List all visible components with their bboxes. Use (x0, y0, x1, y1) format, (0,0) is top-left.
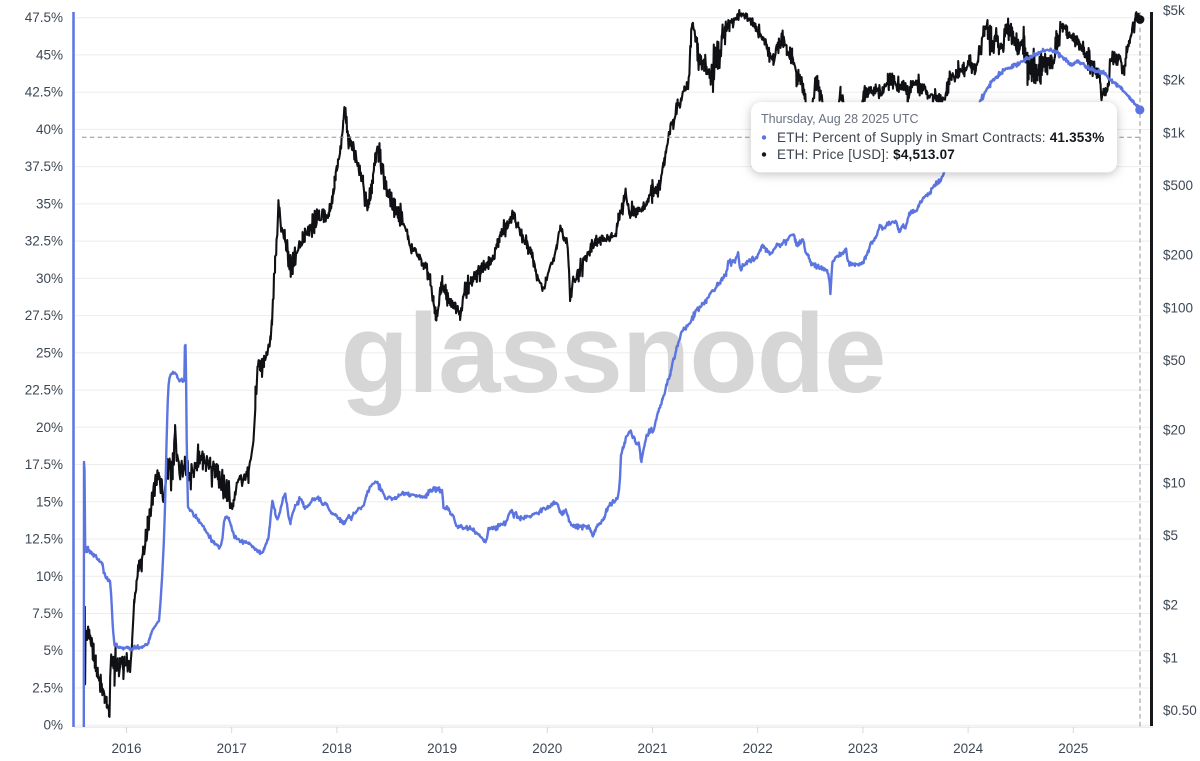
svg-text:7.5%: 7.5% (32, 606, 63, 621)
svg-text:22.5%: 22.5% (25, 383, 63, 398)
svg-text:2017: 2017 (217, 741, 247, 756)
svg-text:35%: 35% (36, 196, 63, 211)
svg-text:0%: 0% (43, 718, 63, 733)
svg-text:ETH: Percent of Supply in Smar: ETH: Percent of Supply in Smart Contract… (777, 130, 1104, 145)
svg-text:2019: 2019 (427, 741, 457, 756)
svg-text:$100: $100 (1163, 300, 1193, 315)
svg-text:5%: 5% (43, 643, 63, 658)
svg-text:42.5%: 42.5% (25, 85, 63, 100)
svg-text:32.5%: 32.5% (25, 234, 63, 249)
svg-text:2020: 2020 (532, 741, 562, 756)
svg-text:$1: $1 (1163, 650, 1178, 665)
svg-text:27.5%: 27.5% (25, 308, 63, 323)
svg-text:$50: $50 (1163, 353, 1186, 368)
svg-text:$2k: $2k (1163, 73, 1185, 88)
svg-text:10%: 10% (36, 569, 63, 584)
svg-text:$500: $500 (1163, 178, 1193, 193)
svg-text:2021: 2021 (637, 741, 667, 756)
svg-text:2016: 2016 (111, 741, 141, 756)
svg-text:$10: $10 (1163, 475, 1186, 490)
svg-text:15%: 15% (36, 494, 63, 509)
svg-text:30%: 30% (36, 271, 63, 286)
svg-text:ETH: Price [USD]: $4,513.07: ETH: Price [USD]: $4,513.07 (777, 147, 955, 162)
svg-text:Thursday, Aug 28 2025 UTC: Thursday, Aug 28 2025 UTC (761, 112, 919, 126)
svg-text:17.5%: 17.5% (25, 457, 63, 472)
svg-text:2.5%: 2.5% (32, 681, 63, 696)
svg-text:$2: $2 (1163, 598, 1178, 613)
svg-text:37.5%: 37.5% (25, 159, 63, 174)
svg-text:2024: 2024 (953, 741, 984, 756)
svg-text:$0.50: $0.50 (1163, 703, 1197, 718)
svg-text:2022: 2022 (743, 741, 773, 756)
svg-text:40%: 40% (36, 122, 63, 137)
svg-text:2025: 2025 (1058, 741, 1088, 756)
svg-text:$20: $20 (1163, 423, 1186, 438)
svg-text:$200: $200 (1163, 248, 1193, 263)
svg-text:12.5%: 12.5% (25, 532, 63, 547)
svg-text:$5k: $5k (1163, 3, 1185, 18)
svg-text:2023: 2023 (848, 741, 878, 756)
svg-text:$5: $5 (1163, 528, 1178, 543)
svg-text:$1k: $1k (1163, 125, 1185, 140)
svg-text:47.5%: 47.5% (25, 10, 63, 25)
svg-text:20%: 20% (36, 420, 63, 435)
svg-text:25%: 25% (36, 345, 63, 360)
svg-text:2018: 2018 (322, 741, 352, 756)
svg-text:45%: 45% (36, 47, 63, 62)
svg-text:glassnode: glassnode (341, 291, 886, 416)
